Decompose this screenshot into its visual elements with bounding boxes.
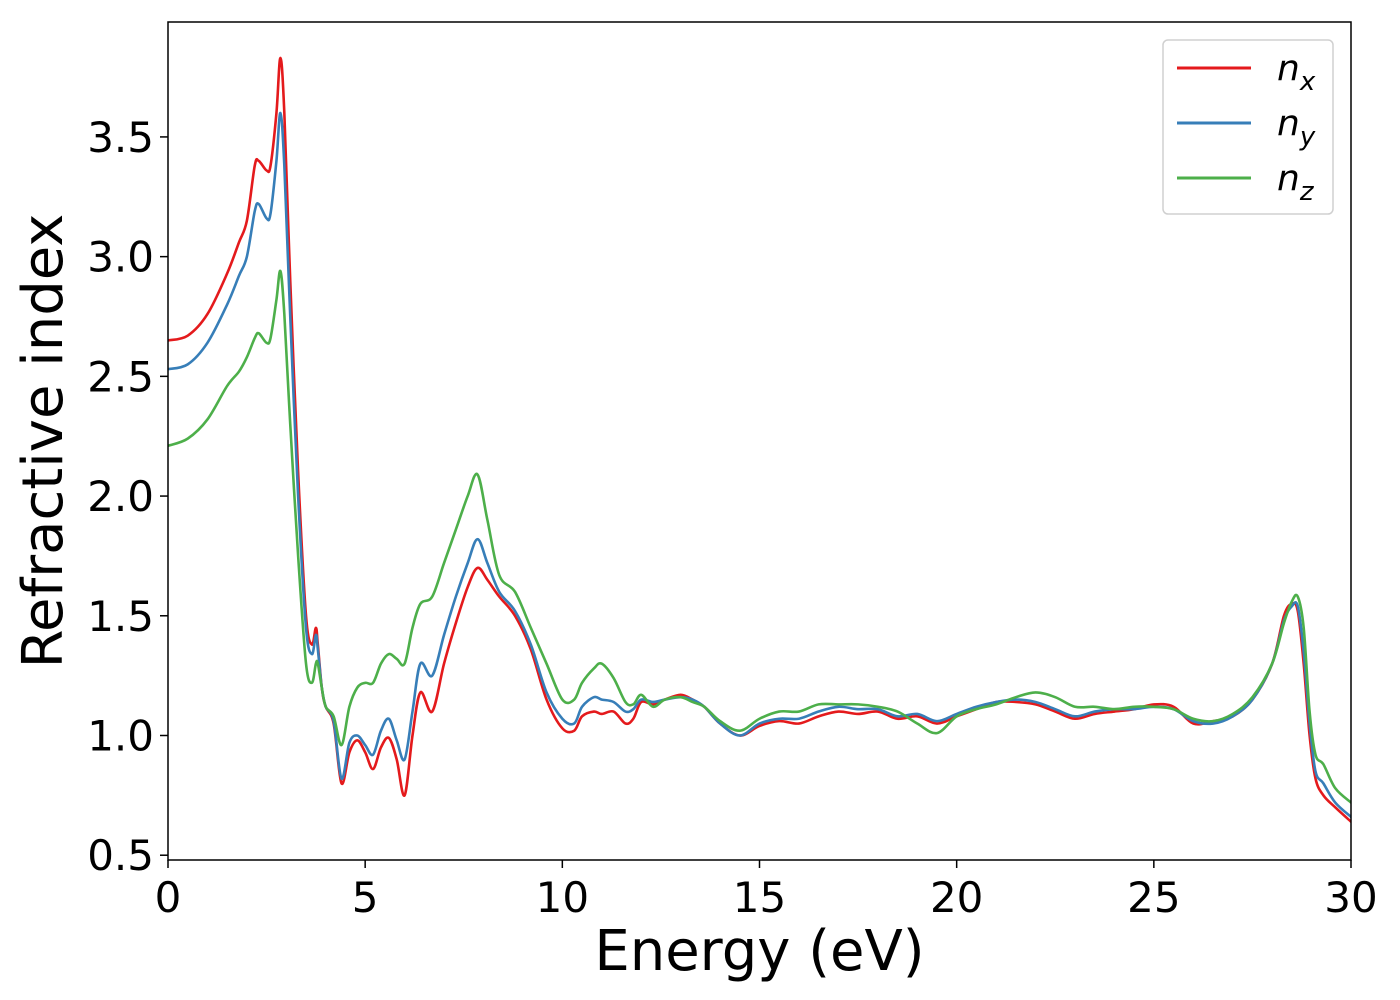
x-tick-label: 20 bbox=[930, 873, 983, 922]
plot-area bbox=[168, 56, 1351, 823]
x-axis-title: Energy (eV) bbox=[594, 919, 924, 984]
legend-label-ny: ny bbox=[1277, 103, 1316, 152]
x-tick-label: 30 bbox=[1324, 873, 1377, 922]
series-line-ny bbox=[168, 111, 1351, 819]
x-tick-label: 0 bbox=[155, 873, 182, 922]
y-axis-title: Refractive index bbox=[11, 214, 76, 669]
x-tick-label: 15 bbox=[733, 873, 786, 922]
legend-label-nz: nz bbox=[1277, 158, 1315, 207]
x-tick-label: 10 bbox=[536, 873, 589, 922]
y-tick-label: 3.5 bbox=[87, 113, 154, 162]
y-axis-ticks: 0.5 1.0 1.5 2.0 2.5 3.0 3.5 bbox=[87, 113, 168, 880]
legend: nx ny nz bbox=[1162, 39, 1334, 215]
x-tick-label: 25 bbox=[1127, 873, 1180, 922]
y-tick-label: 1.5 bbox=[87, 592, 154, 641]
y-tick-label: 2.5 bbox=[87, 352, 154, 401]
plot-frame bbox=[167, 21, 1352, 861]
legend-label-nx: nx bbox=[1277, 48, 1316, 97]
x-tick-label: 5 bbox=[352, 873, 379, 922]
series-line-nz bbox=[168, 269, 1351, 804]
y-tick-label: 3.0 bbox=[87, 233, 154, 282]
x-axis-ticks: 0 5 10 15 20 25 30 bbox=[155, 860, 1378, 922]
y-tick-label: 2.0 bbox=[87, 472, 154, 521]
y-tick-label: 0.5 bbox=[87, 831, 154, 880]
legend-box bbox=[1162, 39, 1334, 215]
y-tick-label: 1.0 bbox=[87, 711, 154, 760]
